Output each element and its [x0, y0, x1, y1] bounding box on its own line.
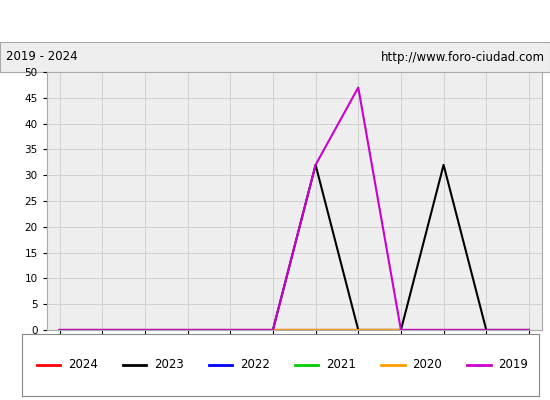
Text: 2024: 2024	[68, 358, 97, 372]
Text: 2019: 2019	[498, 358, 529, 372]
Text: 2022: 2022	[240, 358, 270, 372]
Text: http://www.foro-ciudad.com: http://www.foro-ciudad.com	[381, 50, 544, 64]
Text: 2019 - 2024: 2019 - 2024	[6, 50, 77, 64]
Text: 2020: 2020	[412, 358, 442, 372]
Text: 2023: 2023	[154, 358, 184, 372]
Text: 2021: 2021	[326, 358, 356, 372]
Text: Evolucion Nº Turistas Extranjeros en el municipio de Navalvillar de Ibor: Evolucion Nº Turistas Extranjeros en el …	[39, 14, 512, 28]
